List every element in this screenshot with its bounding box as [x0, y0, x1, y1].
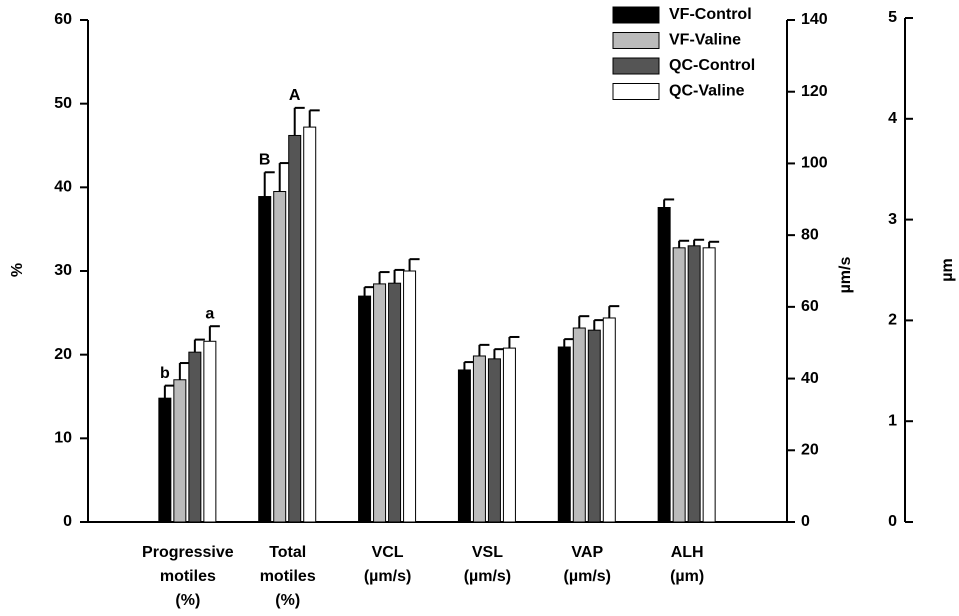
y-tick-label: 20 — [54, 346, 72, 363]
bar — [258, 196, 272, 523]
bar — [602, 317, 616, 523]
bar — [358, 295, 372, 523]
x-tick-label: motiles — [260, 568, 316, 585]
x-tick-label: Total — [269, 544, 306, 561]
y3-tick-label: 0 — [888, 513, 897, 530]
x-tick-label: VSL — [472, 544, 503, 561]
y3-axis-title: µm — [939, 258, 956, 281]
y3-tick-label: 1 — [888, 412, 897, 429]
x-tick-label: (%) — [175, 592, 200, 609]
y3-tick-label: 5 — [888, 9, 897, 26]
x-tick-label: (µm) — [670, 568, 704, 585]
y-tick-label: 30 — [54, 262, 72, 279]
legend-swatch — [612, 32, 660, 49]
bar — [173, 379, 187, 523]
y2-tick-label: 40 — [801, 370, 819, 387]
x-tick-label: Progressive — [142, 544, 234, 561]
y3-tick-label: 2 — [888, 312, 897, 329]
y2-tick-label: 60 — [801, 298, 819, 315]
y2-tick-label: 140 — [801, 11, 828, 28]
legend-swatch — [612, 6, 660, 24]
y3-tick-label: 4 — [888, 110, 897, 127]
bar — [702, 247, 716, 523]
annotation: A — [289, 87, 301, 104]
bar — [373, 283, 387, 523]
annotation: B — [259, 151, 271, 168]
legend-swatch — [612, 83, 660, 100]
bar — [303, 126, 317, 523]
x-tick-label: (%) — [275, 592, 300, 609]
bar — [273, 191, 287, 523]
y2-tick-label: 100 — [801, 155, 828, 172]
y2-tick-label: 120 — [801, 83, 828, 100]
y-tick-label: 10 — [54, 430, 72, 447]
y2-axis-title: µm/s — [837, 257, 854, 294]
x-tick-label: (µm/s) — [464, 568, 511, 585]
annotation: b — [160, 365, 170, 382]
bar — [502, 347, 516, 523]
legend-label: QC-Control — [669, 57, 755, 74]
bar — [557, 346, 571, 523]
bar — [672, 247, 686, 523]
bar — [457, 369, 471, 523]
bar — [487, 358, 501, 523]
bar — [158, 397, 172, 523]
y2-tick-label: 20 — [801, 442, 819, 459]
x-tick-label: motiles — [160, 568, 216, 585]
bar — [388, 282, 402, 523]
legend-label: QC-Valine — [669, 83, 745, 100]
annotation: a — [205, 305, 214, 322]
x-tick-label: (µm/s) — [564, 568, 611, 585]
bar — [687, 245, 701, 523]
legend-swatch — [612, 57, 660, 75]
y-tick-label: 0 — [63, 513, 72, 530]
x-tick-label: VAP — [571, 544, 603, 561]
y3-tick-label: 3 — [888, 211, 897, 228]
bar — [657, 207, 671, 523]
x-tick-label: (µm/s) — [364, 568, 411, 585]
y-axis-title: % — [9, 263, 26, 277]
x-tick-label: VCL — [372, 544, 404, 561]
y-tick-label: 50 — [54, 95, 72, 112]
x-tick-label: ALH — [671, 544, 704, 561]
y2-tick-label: 0 — [801, 513, 810, 530]
y-tick-label: 40 — [54, 179, 72, 196]
bar — [472, 355, 486, 523]
y-tick-label: 60 — [54, 11, 72, 28]
bar — [403, 270, 417, 523]
y2-tick-label: 80 — [801, 226, 819, 243]
bar — [587, 329, 601, 523]
bar — [288, 134, 302, 523]
bar — [203, 340, 217, 523]
bar — [572, 327, 586, 523]
legend-label: VF-Control — [669, 6, 752, 23]
legend-label: VF-Valine — [669, 32, 741, 49]
bar — [188, 351, 202, 523]
